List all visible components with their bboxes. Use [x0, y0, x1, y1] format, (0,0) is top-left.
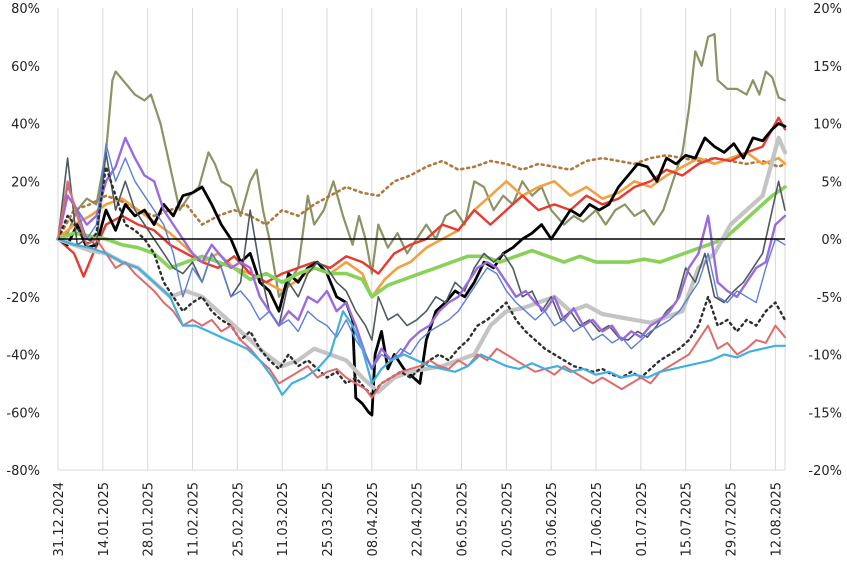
- x-tick-label: 14.01.2025: [97, 482, 112, 556]
- left-tick-label: -20%: [6, 291, 40, 306]
- series-line-11: [56, 165, 787, 397]
- x-tick-label: 11.02.2025: [187, 482, 202, 556]
- series-line-8: [57, 151, 786, 341]
- series-group: [55, 32, 788, 417]
- left-tick-label: 0%: [19, 233, 40, 248]
- x-tick-label: 22.04.2025: [411, 482, 426, 556]
- series-line-3: [56, 151, 787, 299]
- right-tick-label: -5%: [817, 291, 842, 306]
- x-tick-label: 08.04.2025: [366, 482, 381, 556]
- left-tick-label: -60%: [6, 406, 40, 421]
- left-tick-label: 60%: [11, 60, 40, 75]
- right-tick-label: -15%: [808, 406, 842, 421]
- series-line-2: [56, 154, 787, 241]
- right-tick-label: -10%: [808, 349, 842, 364]
- x-axis-labels: 31.12.2024 14.01.2025 28.01.2025 11.02.2025…: [52, 482, 784, 556]
- right-tick-label: 20%: [813, 2, 842, 17]
- series-line-9: [56, 136, 787, 371]
- x-tick-label: 03.06.2025: [545, 482, 560, 556]
- series-line-4: [56, 116, 787, 284]
- x-tick-label: 25.02.2025: [231, 482, 246, 556]
- left-tick-label: -40%: [6, 349, 40, 364]
- x-tick-label: 11.03.2025: [276, 482, 291, 556]
- x-tick-label: 15.07.2025: [680, 482, 695, 556]
- x-tick-label: 06.05.2025: [456, 482, 471, 556]
- x-tick-label: 12.08.2025: [769, 482, 784, 556]
- x-tick-label: 17.06.2025: [590, 482, 605, 556]
- series-line-13: [56, 237, 787, 396]
- x-tick-label: 31.12.2024: [52, 482, 67, 556]
- right-tick-label: -20%: [808, 464, 842, 479]
- x-tick-label: 25.03.2025: [321, 482, 336, 556]
- left-tick-label: 40%: [11, 118, 40, 133]
- series-line-10: [57, 143, 786, 370]
- left-tick-label: 20%: [11, 175, 40, 190]
- right-axis-labels: -20% -15% -10% -5% 0% 5% 10% 15% 20%: [808, 2, 842, 479]
- right-tick-label: 0%: [821, 233, 842, 248]
- series-line-7: [55, 135, 788, 395]
- x-tick-label: 28.01.2025: [142, 482, 157, 556]
- left-tick-label: -80%: [6, 464, 40, 479]
- x-tick-label: 29.07.2025: [725, 482, 740, 556]
- right-tick-label: 10%: [813, 118, 842, 133]
- left-axis-labels: -80% -60% -40% -20% 0% 20% 40% 60% 80%: [6, 2, 40, 479]
- series-line-6: [56, 185, 787, 299]
- right-tick-label: 5%: [821, 175, 842, 190]
- x-tick-label: 01.07.2025: [635, 482, 650, 556]
- right-tick-label: 15%: [813, 60, 842, 75]
- left-tick-label: 80%: [11, 2, 40, 17]
- x-tick-label: 20.05.2025: [500, 482, 515, 556]
